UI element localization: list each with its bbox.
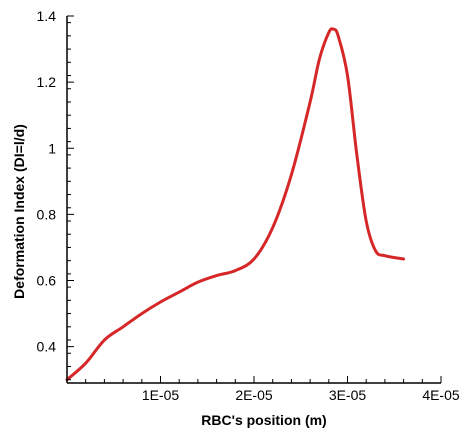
y-tick-label: 0.8: [37, 206, 57, 222]
y-tick-label: 0.4: [37, 339, 57, 355]
y-tick-label: 1.4: [37, 8, 57, 24]
x-tick-label: 3E-05: [329, 387, 367, 403]
y-axis-label: Deformation Index (DI=l/d): [11, 124, 27, 299]
series-line: [65, 27, 406, 382]
x-tick-label: 1E-05: [142, 387, 180, 403]
y-tick-label: 1: [48, 140, 56, 156]
y-tick-label: 1.2: [37, 74, 57, 90]
ticks: [67, 15, 442, 383]
x-axis-label: RBC's position (m): [201, 412, 326, 428]
tick-labels: 1E-05 2E-05 3E-05 4E-05 0.4 0.6 0.8 1 1.2 1.4: [37, 8, 460, 403]
y-tick-label: 0.6: [37, 273, 57, 289]
x-tick-label: 4E-05: [422, 387, 460, 403]
plot-area: [65, 27, 406, 382]
x-tick-label: 2E-05: [235, 387, 273, 403]
